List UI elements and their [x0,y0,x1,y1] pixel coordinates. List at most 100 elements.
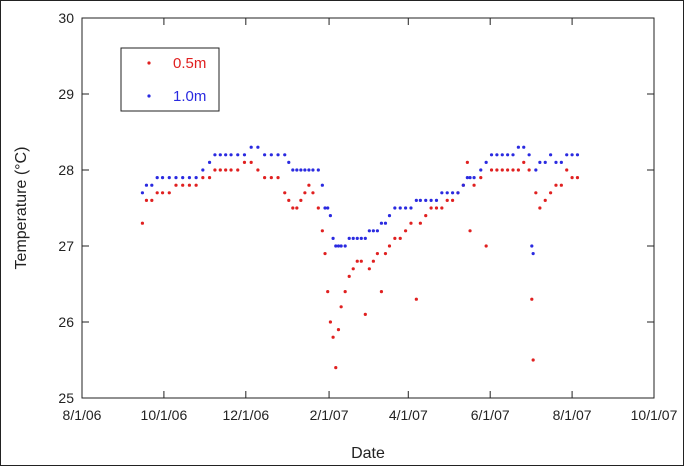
point-0.5m-37 [334,366,338,370]
point-0.5m-35 [328,320,333,324]
point-1.0m-52 [393,206,397,210]
point-0.5m-5 [167,191,171,195]
point-0.5m-24 [287,198,291,202]
point-0.5m-9 [194,183,198,187]
point-1.0m-60 [434,198,439,202]
point-1.0m-27 [299,168,303,172]
point-0.5m-33 [323,252,327,256]
point-1.0m-50 [383,221,388,225]
point-0.5m-39 [339,305,343,309]
point-1.0m-24 [287,160,291,164]
point-0.5m-69 [479,176,483,180]
point-1.0m-30 [311,168,315,172]
x-tick-label-2: 12/1/06 [222,407,269,423]
point-1.0m-9 [194,176,198,180]
point-0.5m-12 [213,168,217,172]
point-0.5m-26 [295,206,299,210]
point-1.0m-59 [429,198,433,202]
point-0.5m-10 [201,176,205,180]
point-1.0m-39 [339,244,343,248]
point-1.0m-64 [456,191,460,195]
point-1.0m-21 [269,153,273,157]
point-0.5m-75 [511,168,515,172]
point-0.5m-17 [242,160,247,164]
point-0.5m-29 [307,183,311,187]
y-tick-label-0: 25 [58,390,74,406]
point-1.0m-89 [575,153,580,157]
point-0.5m-8 [187,183,192,187]
point-1.0m-0 [140,191,145,195]
point-0.5m-6 [174,183,178,187]
point-0.5m-47 [371,259,375,263]
point-1.0m-44 [359,236,363,240]
point-0.5m-32 [320,229,324,233]
point-0.5m-28 [303,191,307,195]
series-0.5m [140,160,580,370]
point-0.5m-59 [429,206,433,210]
legend-box [120,47,220,112]
point-1.0m-54 [403,206,408,210]
x-tick-label-5: 6/1/07 [471,407,510,423]
point-1.0m-63 [450,191,455,195]
point-1.0m-88 [570,153,574,157]
point-0.5m-84 [549,191,553,195]
point-0.5m-54 [403,229,408,233]
point-0.5m-83 [543,198,547,202]
point-1.0m-36 [331,236,335,240]
point-0.5m-0 [140,221,145,225]
point-1.0m-46 [367,229,371,233]
point-0.5m-81 [534,191,538,195]
point-0.5m-62 [445,198,449,202]
y-tick-label-5: 30 [58,10,74,26]
point-0.5m-72 [495,168,499,172]
point-0.5m-85 [554,183,558,187]
point-0.5m-15 [229,168,233,172]
point-1.0m-68 [472,176,476,180]
point-1.0m-62 [445,191,449,195]
point-1.0m-33 [323,206,327,210]
point-1.0m-32 [320,183,324,187]
point-0.5m-67 [468,229,472,233]
point-0.5m-88 [570,176,574,180]
point-0.5m-22 [276,176,280,180]
point-0.5m-48 [375,252,379,256]
point-0.5m-73 [500,168,504,172]
x-axis-title: Date [351,445,385,462]
point-1.0m-4 [160,176,165,180]
point-0.5m-79 [530,297,534,301]
point-1.0m-38 [336,244,341,248]
point-0.5m-13 [218,168,222,172]
point-1.0m-57 [418,198,422,202]
point-1.0m-40 [343,244,347,248]
point-0.5m-55 [409,221,413,225]
point-1.0m-87 [565,153,569,157]
point-0.5m-25 [291,206,295,210]
point-1.0m-51 [387,214,392,218]
point-1.0m-49 [379,221,384,225]
point-1.0m-2 [150,183,154,187]
point-0.5m-31 [316,206,320,210]
plot-area-frame [81,17,655,399]
point-1.0m-11 [207,160,212,164]
point-1.0m-26 [295,168,299,172]
point-0.5m-11 [207,176,212,180]
point-0.5m-19 [256,168,260,172]
x-tick-label-0: 8/1/06 [63,407,102,423]
point-1.0m-53 [398,206,402,210]
data-points [140,145,580,370]
point-1.0m-56 [414,198,418,202]
x-tick-label-6: 8/1/07 [553,407,592,423]
point-0.5m-53 [398,236,402,240]
point-0.5m-74 [506,168,510,172]
point-1.0m-58 [424,198,428,202]
point-1.0m-3 [155,176,159,180]
point-1.0m-84 [549,153,553,157]
point-1.0m-13 [218,153,222,157]
point-1.0m-47 [371,229,375,233]
point-1.0m-10 [201,168,205,172]
point-0.5m-30 [311,191,315,195]
point-1.0m-7 [181,176,185,180]
point-0.5m-1 [144,198,149,202]
point-1.0m-79 [530,244,534,248]
